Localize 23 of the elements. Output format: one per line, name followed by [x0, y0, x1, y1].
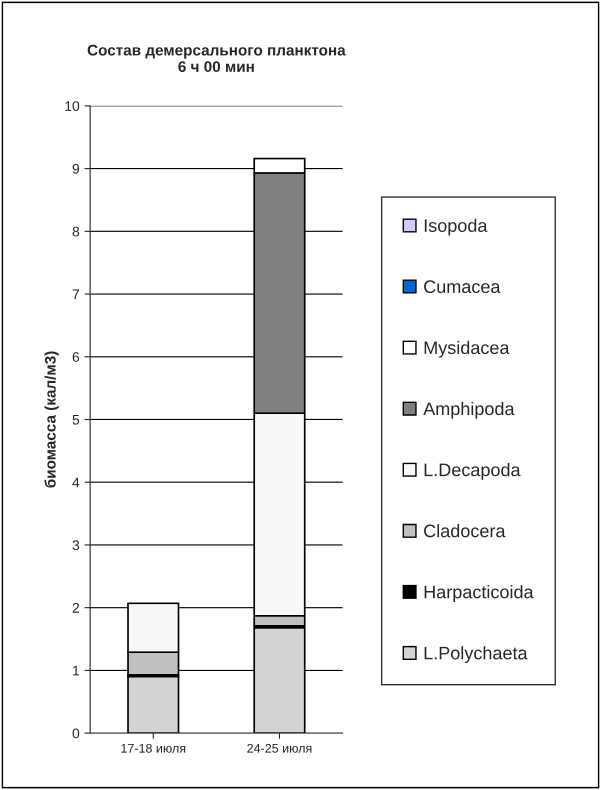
legend-label: Mysidacea [424, 340, 510, 358]
y-tick-label: 10 [65, 101, 80, 112]
legend-label: Cumacea [424, 280, 500, 294]
y-axis-title: биомасса (кал/м3) [44, 351, 59, 488]
legend-label: L.Decapoda [424, 462, 521, 480]
y-tick-label: 3 [72, 540, 80, 550]
legend-label: Amphipoda [423, 402, 515, 419]
legend-label: Harpacticoida [424, 585, 534, 602]
y-tick-label: 2 [72, 603, 80, 613]
y-tick-label: 5 [72, 414, 80, 425]
x-tick-label: 24-25 июля [247, 744, 312, 753]
y-tick-label: 6 [72, 352, 80, 362]
chart-title: Состав демерсального планктона 6 ч 00 мин [88, 44, 346, 72]
y-tick-label: 0 [72, 728, 80, 738]
y-tick-label: 9 [72, 164, 80, 174]
y-tick-label: 4 [72, 478, 80, 488]
legend-label: Isopoda [424, 218, 488, 236]
y-tick-label: 8 [72, 226, 80, 236]
y-tick-label: 7 [72, 290, 80, 300]
legend-label: Cladocera [424, 524, 506, 538]
y-tick-label: 1 [73, 666, 80, 676]
x-tick-label: 17-18 июля [121, 744, 186, 753]
legend-label: L.Polychaeta [424, 646, 528, 664]
